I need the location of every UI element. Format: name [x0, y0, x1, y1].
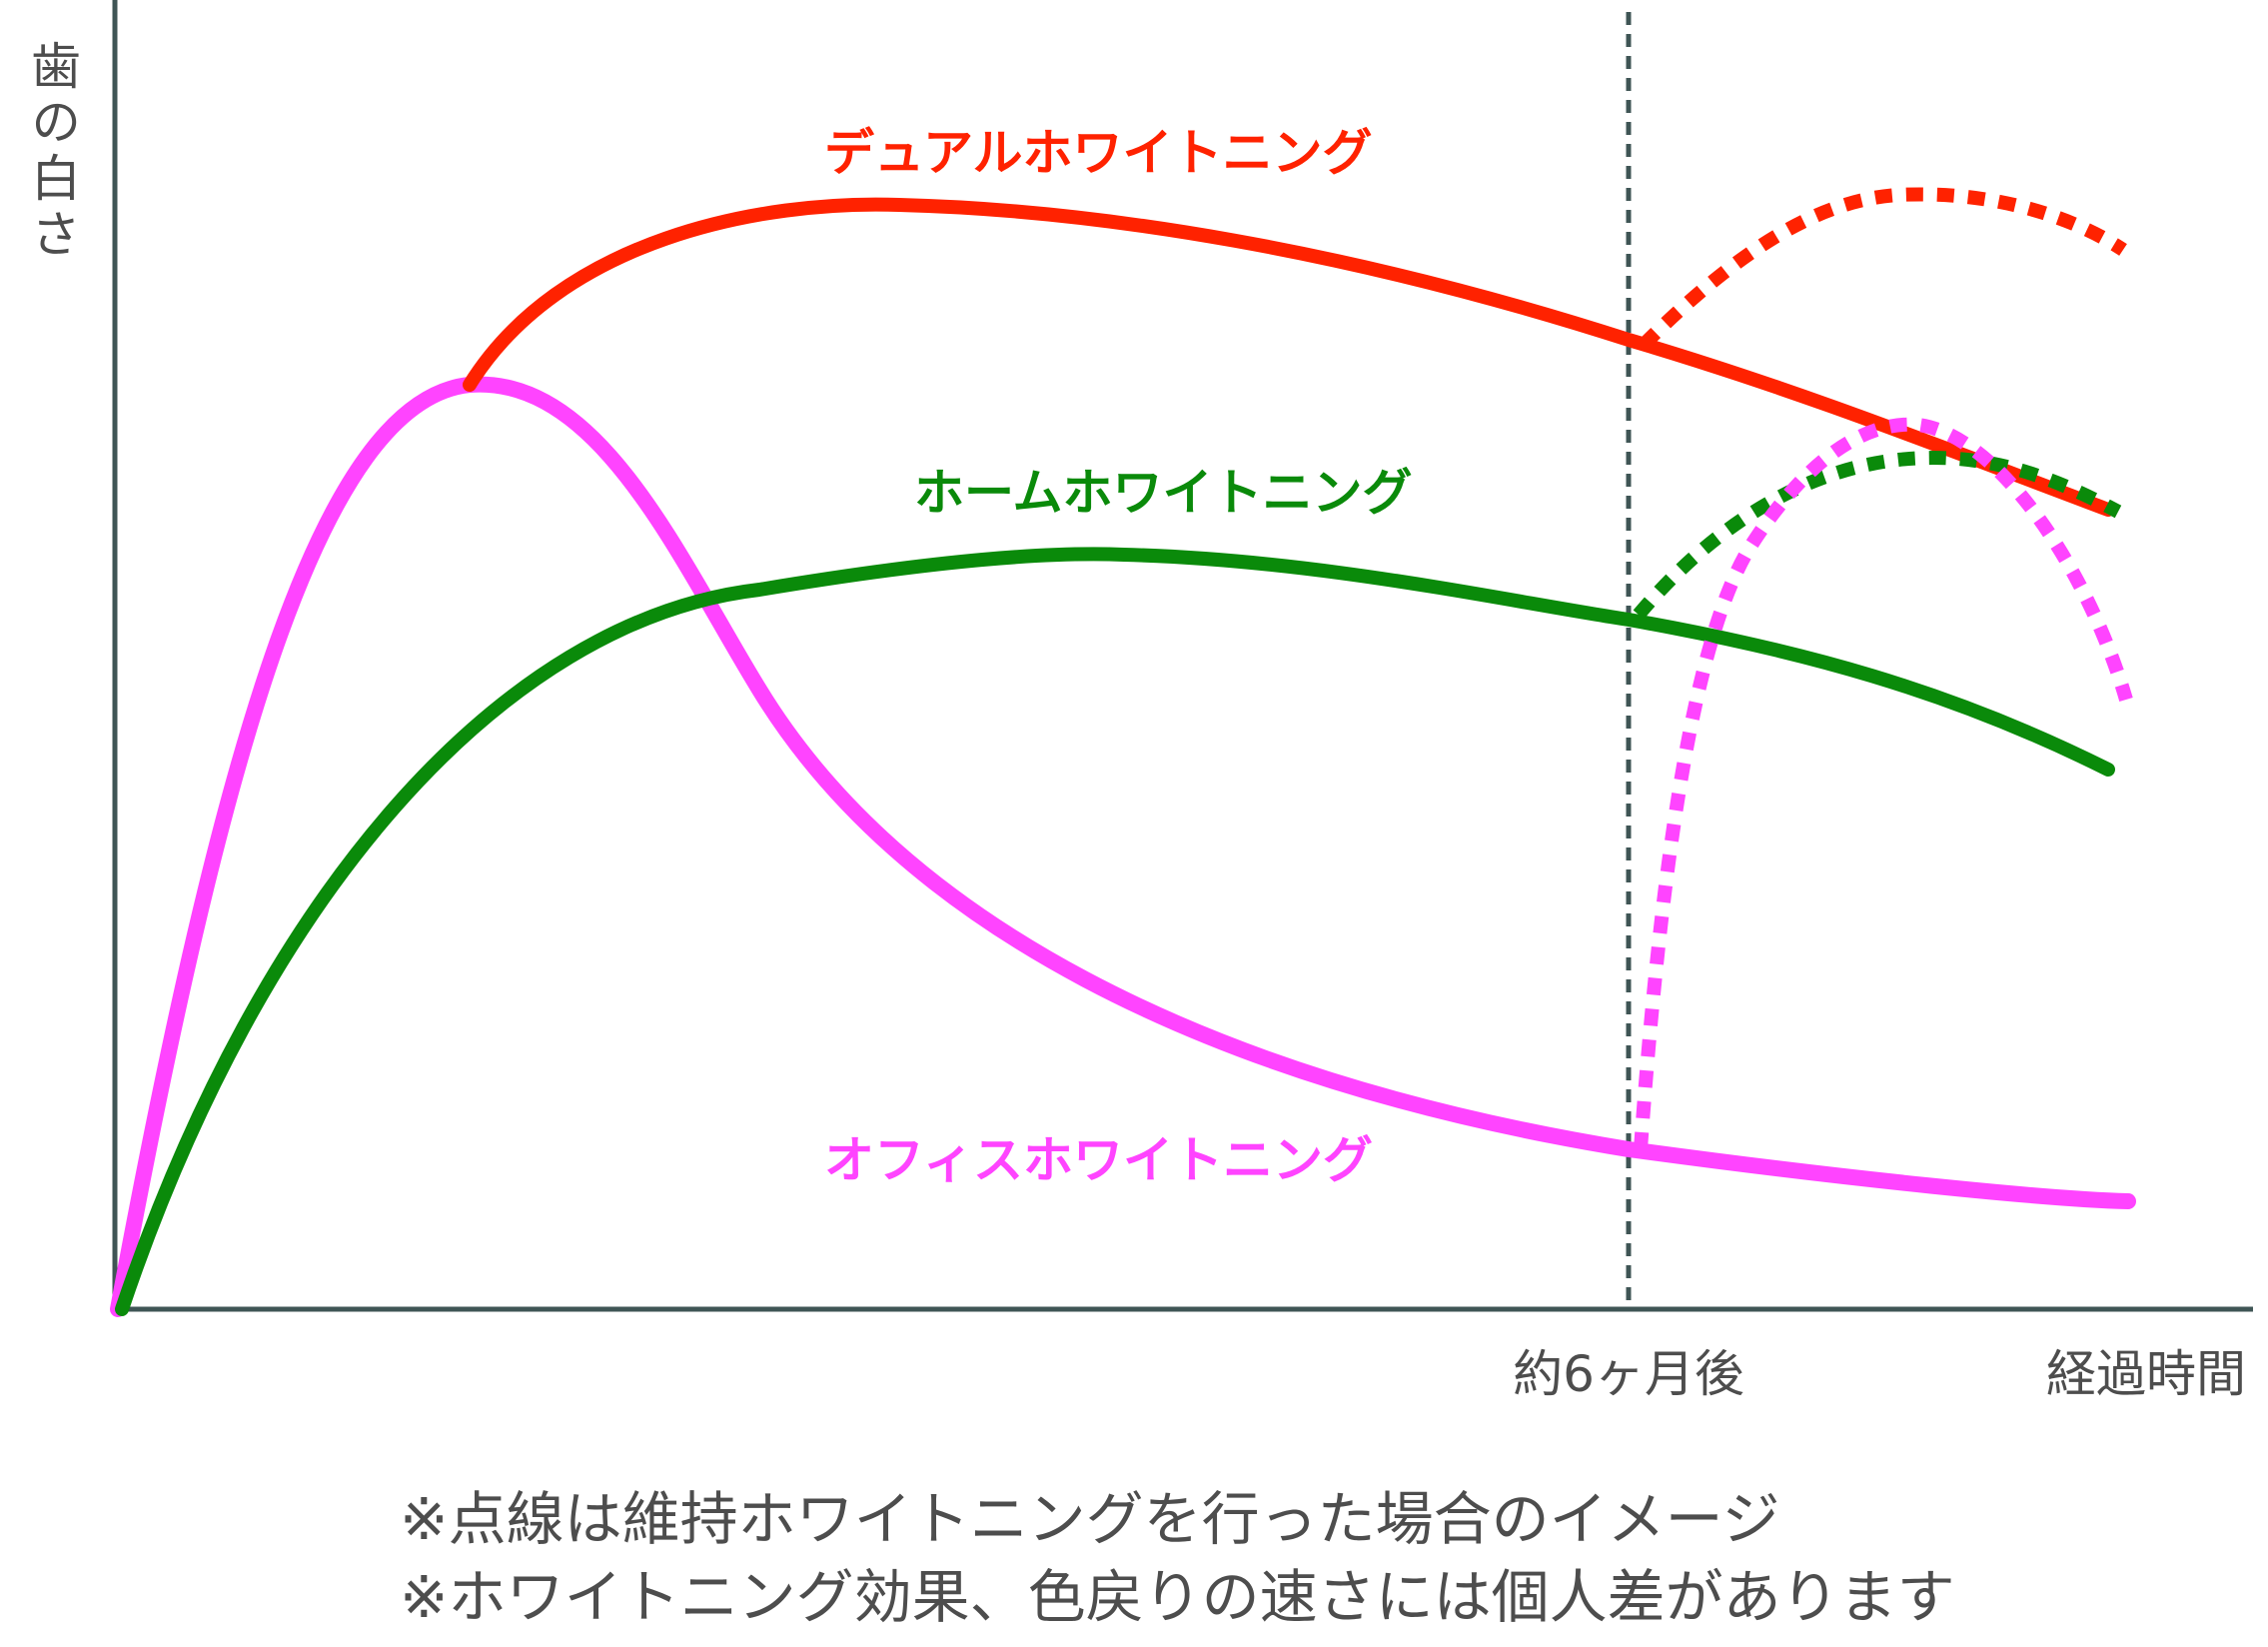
series-label-home: ホームホワイトニング — [914, 464, 1413, 522]
series-maintenance-office — [1634, 417, 2133, 1150]
note-1: ※点線は維持ホワイトニングを行った場合のイメージ — [400, 1485, 1779, 1553]
series-label-office: オフィスホワイトニング — [824, 1131, 1373, 1189]
series-line-dual — [463, 197, 2115, 517]
series-maintenance-home — [1633, 451, 2122, 620]
series-maintenance-dual — [1639, 187, 2127, 350]
series-line-office — [110, 376, 2136, 1317]
series-line-home — [115, 547, 2115, 1316]
series-label-dual: デュアルホワイトニング — [824, 124, 1373, 182]
x-axis-label: 経過時間 — [2046, 1345, 2246, 1403]
marker-label: 約6ヶ月後 — [1513, 1345, 1744, 1403]
note-2: ※ホワイトニング効果、色戻りの速さには個人差があります — [400, 1563, 1955, 1631]
y-axis-label: 歯の白さ — [23, 40, 81, 264]
